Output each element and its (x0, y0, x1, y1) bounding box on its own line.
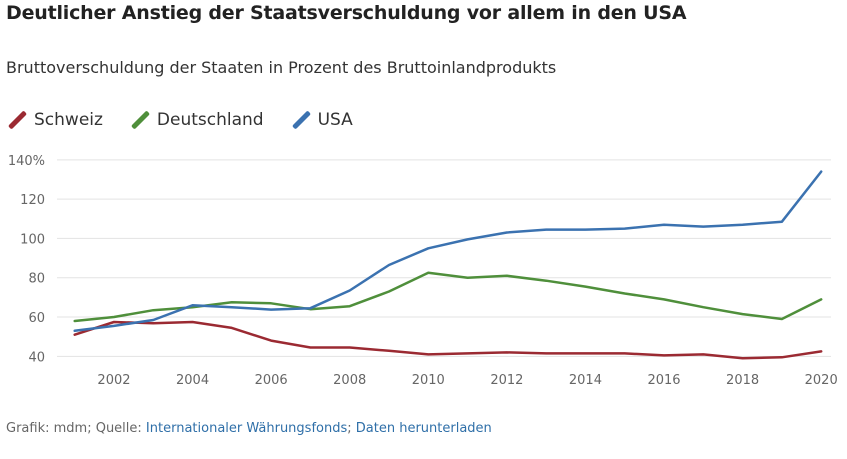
x-tick-label: 2020 (805, 373, 838, 388)
legend: Schweiz Deutschland USA (6, 108, 379, 132)
y-tick-label: 100 (20, 232, 45, 247)
legend-swatch-schweiz (6, 109, 28, 131)
y-tick-label: 40 (28, 350, 45, 365)
chart-subtitle: Bruttoverschuldung der Staaten in Prozen… (6, 58, 557, 77)
x-tick-label: 2018 (726, 373, 759, 388)
footer-prefix: Grafik: mdm; Quelle: (6, 421, 146, 436)
y-tick-label: 120 (20, 193, 45, 208)
series-line-deutschland[interactable] (73, 271, 823, 323)
legend-swatch-deutschland (129, 109, 150, 131)
chart-title: Deutlicher Anstieg der Staatsverschuldun… (6, 2, 687, 24)
x-tick-label: 2008 (333, 373, 366, 388)
footer: Grafik: mdm; Quelle: Internationaler Wäh… (6, 421, 492, 436)
grid-layer (57, 159, 831, 357)
line-chart: 40 60 80 100 120 140% 2002 2004 2006 2008 2010 201… (8, 154, 838, 388)
source-link[interactable]: Internationaler Währungsfonds (145, 421, 348, 436)
legend-swatch-usa (290, 109, 311, 131)
x-tick-label: 2012 (490, 373, 523, 388)
x-tick-label: 2004 (176, 373, 209, 388)
series-line-usa[interactable] (73, 170, 823, 333)
series-line-schweiz[interactable] (73, 320, 823, 360)
legend-item-deutschland[interactable]: Deutschland (129, 109, 264, 131)
x-tick-label: 2014 (569, 373, 602, 388)
legend-item-usa[interactable]: USA (290, 109, 353, 131)
y-tick-label: 80 (28, 272, 45, 287)
x-tick-label: 2006 (255, 373, 288, 388)
x-axis-labels: 2002 2004 2006 2008 2010 2012 2014 2016 2018 2020 (97, 373, 837, 388)
download-data-link[interactable]: Daten herunterladen (355, 421, 492, 436)
x-tick-label: 2016 (647, 373, 680, 388)
legend-label-deutschland: Deutschland (156, 110, 264, 130)
y-tick-label: 140% (8, 154, 45, 169)
x-tick-label: 2002 (97, 373, 130, 388)
y-axis-labels: 40 60 80 100 120 140% (8, 154, 45, 366)
legend-label-schweiz: Schweiz (34, 110, 103, 130)
series-layer (73, 170, 823, 360)
footer-separator: ; (347, 421, 356, 436)
legend-label-usa: USA (317, 110, 353, 130)
y-tick-label: 60 (28, 311, 45, 326)
x-tick-label: 2010 (412, 373, 445, 388)
legend-item-schweiz[interactable]: Schweiz (6, 109, 103, 131)
